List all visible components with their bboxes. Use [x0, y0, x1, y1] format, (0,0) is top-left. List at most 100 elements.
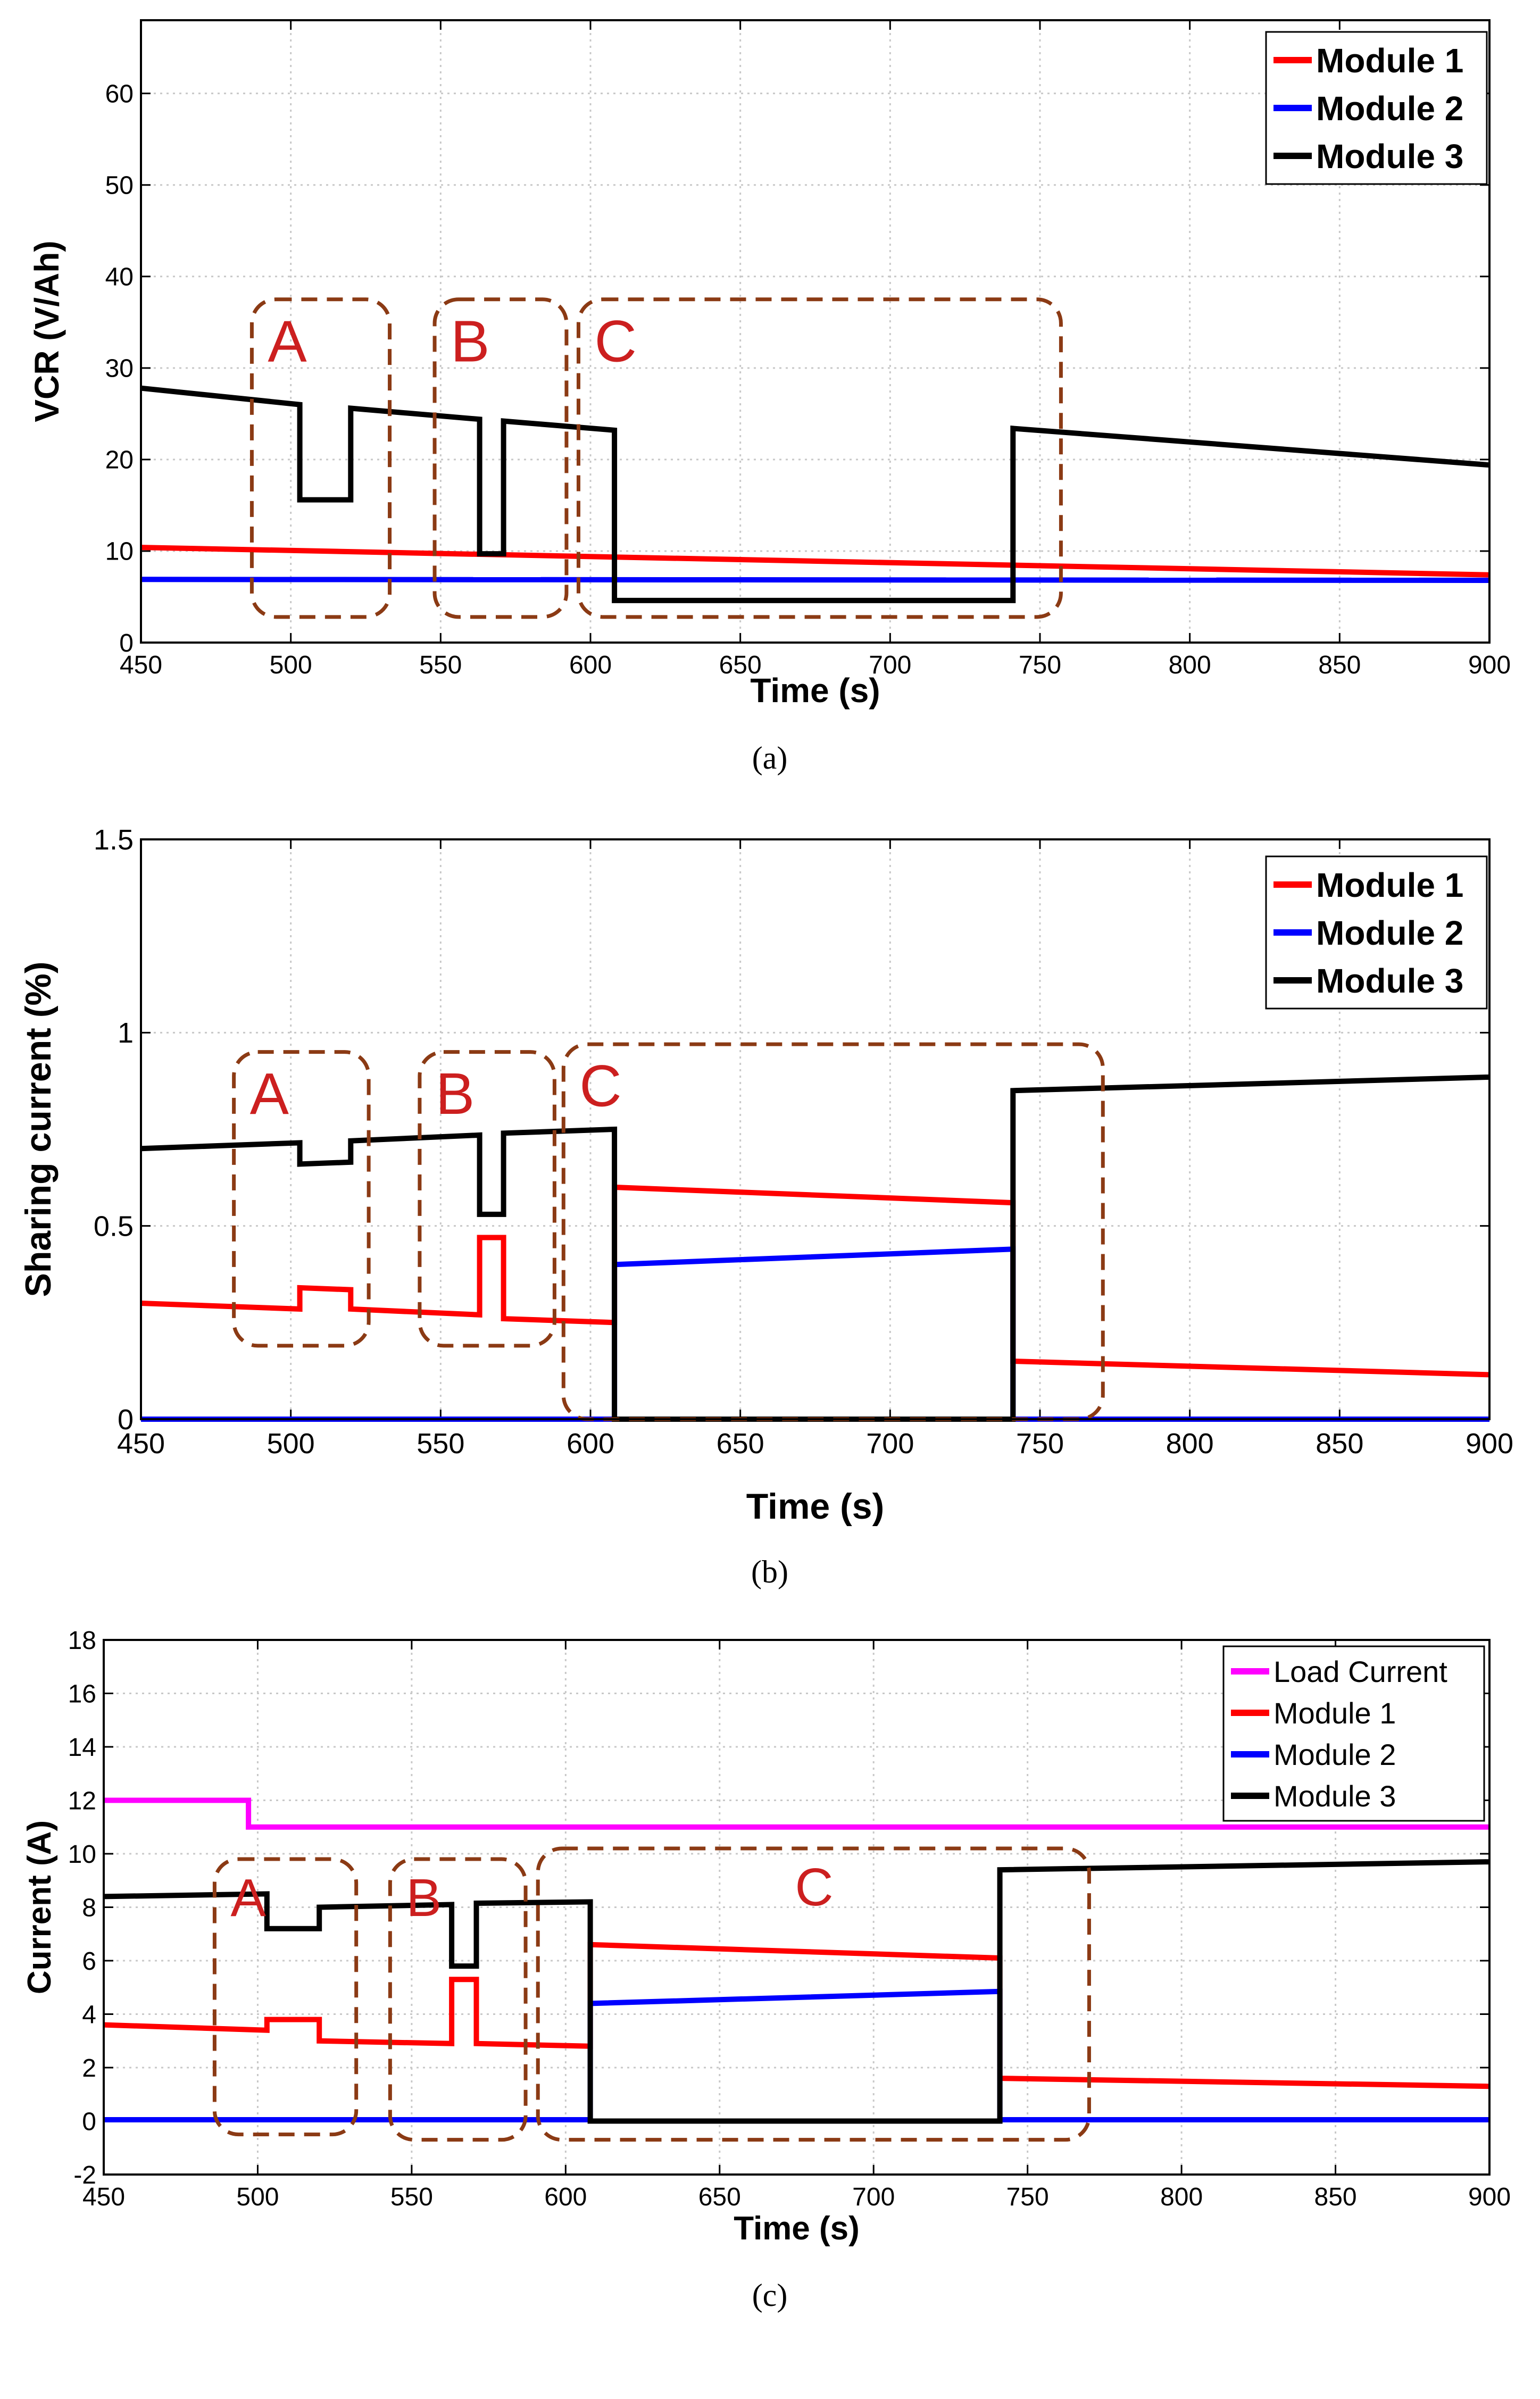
- legend-label: Module 1: [1273, 1696, 1396, 1730]
- legend-label: Module 2: [1273, 1738, 1396, 1771]
- legend-label: Module 2: [1316, 914, 1463, 952]
- regions: A B C: [212, 1846, 1091, 2142]
- series-line-load-current: [104, 1797, 1489, 1830]
- series-line-module-1: [140, 545, 1490, 578]
- region-label-b: B: [406, 1868, 442, 1928]
- series-line-module-2: [140, 577, 1490, 583]
- x-tick-label: 450: [120, 651, 162, 679]
- figure-caption: (a): [752, 740, 788, 776]
- x-tick-label: 500: [236, 2183, 279, 2211]
- x-tick-label: 850: [1316, 1428, 1363, 1460]
- plot-area: [141, 839, 1489, 1419]
- series: [140, 385, 1490, 603]
- region-label-a: A: [268, 309, 307, 374]
- region-label-c: C: [594, 309, 636, 374]
- figure-caption: (b): [751, 1554, 788, 1589]
- y-tick-label: 12: [68, 1787, 96, 1815]
- y-tick-label: 18: [68, 1627, 96, 1655]
- figure-caption: (c): [752, 2278, 788, 2313]
- y-axis-label: VCR (V/Ah): [28, 240, 66, 422]
- x-tick-label: 600: [567, 1428, 614, 1460]
- axes-frame: [103, 1639, 1491, 2176]
- region-box-a: [249, 297, 392, 619]
- region-label-c: C: [795, 1857, 833, 1917]
- y-tick-label: 0: [118, 1404, 134, 1436]
- y-tick-label: 14: [68, 1734, 96, 1762]
- x-tick-label: 650: [717, 1428, 764, 1460]
- x-tick-label: 500: [267, 1428, 315, 1460]
- y-axis-label: Current (A): [21, 1820, 58, 1994]
- y-tick-label: 10: [105, 538, 134, 566]
- x-tick-label: 800: [1169, 651, 1211, 679]
- x-tick-label: 650: [698, 2183, 741, 2211]
- series: [103, 1797, 1490, 2124]
- y-tick-label: 0: [119, 629, 134, 657]
- legend-label: Module 3: [1273, 1779, 1396, 1813]
- regions: A B C: [249, 297, 1063, 619]
- y-tick-label: 1: [118, 1017, 134, 1049]
- x-tick-label: 900: [1466, 1428, 1513, 1460]
- x-tick-label: 600: [544, 2183, 587, 2211]
- y-tick-label: 1.5: [94, 824, 134, 856]
- region-label-a: A: [230, 1868, 266, 1928]
- region-label-a: A: [250, 1061, 289, 1127]
- x-tick-label: 550: [390, 2183, 433, 2211]
- y-tick-label: 0: [82, 2108, 96, 2136]
- series-line-module-2: [104, 1988, 1489, 2122]
- chart-2: 450 500 550 600 650 700 750 800 850 900 0 0.5 1 1.5 A B…: [18, 824, 1513, 1589]
- x-tick-label: 800: [1166, 1428, 1214, 1460]
- region-box-b: [388, 1857, 528, 2142]
- y-tick-label: 8: [82, 1894, 96, 1922]
- x-tick-label: 450: [82, 2183, 125, 2211]
- x-axis-label: Time (s): [750, 671, 880, 710]
- x-tick-label: 750: [1019, 651, 1061, 679]
- y-axis-label: Sharing current (%): [18, 962, 59, 1297]
- region-label-b: B: [451, 309, 489, 374]
- x-tick-label: 900: [1468, 2183, 1511, 2211]
- y-tick-label: 4: [82, 2001, 96, 2029]
- x-tick-label: 700: [866, 1428, 914, 1460]
- chart-3: 450 500 550 600 650 700 750 800 850 900 -2 0 2 4 6 8 10 1…: [21, 1627, 1511, 2313]
- legend-label: Module 3: [1316, 962, 1463, 1000]
- legend-label: Module 3: [1316, 137, 1463, 176]
- region-box-c: [536, 1846, 1091, 2142]
- y-tick-label: 10: [68, 1840, 96, 1869]
- y-tick-label: 60: [105, 80, 134, 108]
- ticks: 450 500 550 600 650 700 750 800 850 900 0 10 20 30 40 5…: [105, 20, 1511, 679]
- legend: Module 1 Module 2 Module 3: [1265, 855, 1488, 1010]
- region-label-c: C: [579, 1054, 621, 1119]
- legend-label: Load Current: [1273, 1655, 1447, 1688]
- x-tick-label: 550: [417, 1428, 464, 1460]
- x-tick-label: 800: [1160, 2183, 1203, 2211]
- region-box-c: [576, 297, 1063, 619]
- legend: Load Current Module 1 Module 2 Module 3: [1222, 1645, 1485, 1822]
- axes-frame: [140, 19, 1491, 644]
- series-line-module-1: [140, 1184, 1490, 1378]
- x-tick-label: 850: [1314, 2183, 1357, 2211]
- x-tick-label: 900: [1468, 651, 1511, 679]
- legend: Module 1 Module 2 Module 3: [1265, 31, 1488, 185]
- x-tick-label: 750: [1016, 1428, 1064, 1460]
- plot-area: [141, 20, 1489, 643]
- region-box-a: [212, 1857, 359, 2137]
- series-line-module-3: [103, 1859, 1490, 2124]
- series-line-module-3: [140, 385, 1490, 603]
- chart-1: 450 500 550 600 650 700 750 800 850 900 0 10 20 30 40 5…: [28, 19, 1511, 776]
- y-tick-label: 50: [105, 172, 134, 200]
- x-tick-label: 600: [569, 651, 612, 679]
- legend-label: Module 1: [1316, 866, 1463, 904]
- x-tick-label: 450: [117, 1428, 165, 1460]
- y-tick-label: 20: [105, 446, 134, 474]
- y-tick-label: 2: [82, 2054, 96, 2083]
- legend-box: [1222, 1645, 1485, 1822]
- legend-label: Module 1: [1316, 41, 1463, 80]
- y-tick-label: 0.5: [94, 1211, 134, 1243]
- legend-label: Module 2: [1316, 89, 1463, 128]
- x-axis-label: Time (s): [734, 2210, 860, 2247]
- region-label-b: B: [436, 1061, 475, 1127]
- x-tick-label: 500: [270, 651, 312, 679]
- region-box-b: [432, 297, 569, 619]
- region-box-c: [561, 1042, 1105, 1421]
- x-tick-label: 700: [869, 651, 911, 679]
